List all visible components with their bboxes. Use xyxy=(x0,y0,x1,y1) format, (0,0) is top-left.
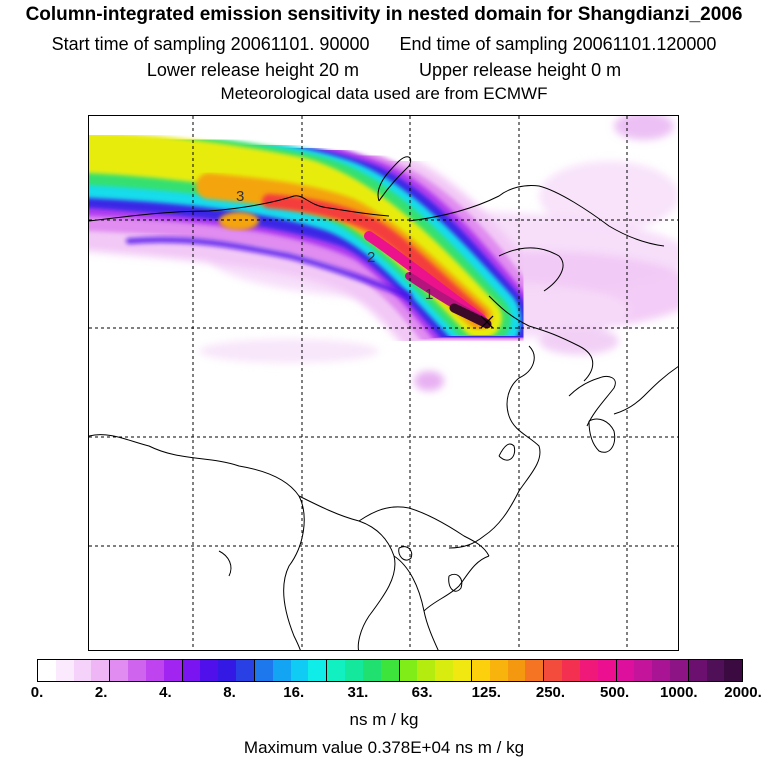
upper-release-label: Upper release height 0 m xyxy=(419,60,622,80)
colorbar-tick-label: 0. xyxy=(30,684,44,701)
max-value-label: Maximum value 0.378E+04 ns m / kg xyxy=(243,738,525,757)
colorbar-unit: ns m / kg xyxy=(349,710,419,729)
colorbar-swatch xyxy=(380,660,399,681)
colorbar-swatch xyxy=(489,660,508,681)
colorbar-swatch xyxy=(345,660,363,681)
colorbar-swatch xyxy=(724,660,743,681)
colorbar-swatch xyxy=(687,660,707,681)
colorbar-tick-label: 250. xyxy=(535,684,566,701)
colorbar-tick-label: 4. xyxy=(159,684,172,701)
colorbar-swatch xyxy=(470,660,490,681)
map-canvas: 1 2 3 xyxy=(89,116,678,650)
colorbar-tick-label: 16. xyxy=(283,684,305,701)
colorbar-swatch xyxy=(562,660,580,681)
release-height-line: Lower release height 20 m Upper release h… xyxy=(0,60,768,81)
colorbar-swatch xyxy=(669,660,688,681)
colorbar-swatch xyxy=(507,660,526,681)
colorbar-tick-label: 2. xyxy=(94,684,108,701)
colorbar-swatch xyxy=(579,660,598,681)
colorbar-swatch xyxy=(326,660,346,681)
colorbar-swatch xyxy=(55,660,74,681)
colorbar-swatch xyxy=(91,660,110,681)
colorbar-swatch xyxy=(128,660,146,681)
colorbar-swatch xyxy=(543,660,563,681)
colorbar-swatch xyxy=(109,660,129,681)
colorbar-swatch xyxy=(615,660,635,681)
sensitivity-map: 1 2 3 xyxy=(88,115,679,651)
colorbar-swatch xyxy=(145,660,164,681)
colorbar-swatch xyxy=(706,660,725,681)
receptor-marker xyxy=(480,315,494,329)
colorbar-swatch xyxy=(73,660,92,681)
colorbar-swatch xyxy=(253,660,273,681)
contour-label-2: 2 xyxy=(367,249,375,266)
coastlines xyxy=(89,156,678,650)
colorbar-swatch xyxy=(453,660,471,681)
start-time-label: Start time of sampling 20061101. 90000 xyxy=(51,34,370,54)
colorbar-swatch xyxy=(417,660,436,681)
colorbar-tick-label: 63. xyxy=(411,684,433,701)
colorbar-swatch xyxy=(272,660,291,681)
colorbar-swatch xyxy=(435,660,454,681)
contour-label-1: 1 xyxy=(425,286,433,303)
colorbar-swatch xyxy=(398,660,418,681)
colorbar-swatch xyxy=(525,660,544,681)
colorbar-tick-label: 8. xyxy=(223,684,236,701)
met-data-label: Meteorological data used are from ECMWF xyxy=(220,84,548,103)
colorbar-swatch xyxy=(163,660,182,681)
colorbar-tick-label: 2000. xyxy=(724,684,762,701)
contour-label-3: 3 xyxy=(236,188,244,205)
colorbar-tick-label: 500. xyxy=(600,684,630,701)
colorbar-swatch xyxy=(308,660,327,681)
colorbar-swatch xyxy=(200,660,219,681)
colorbar xyxy=(37,659,743,682)
colorbar-swatch xyxy=(218,660,237,681)
figure-title: Column-integrated emission sensitivity i… xyxy=(25,4,743,25)
sampling-times-line: Start time of sampling 20061101. 90000 En… xyxy=(0,34,768,55)
end-time-label: End time of sampling 20061101.120000 xyxy=(399,34,717,54)
colorbar-swatch xyxy=(236,660,254,681)
colorbar-tick-label: 31. xyxy=(347,684,369,701)
colorbar-swatch xyxy=(181,660,201,681)
colorbar-swatch xyxy=(38,660,56,681)
colorbar-swatch xyxy=(362,660,381,681)
lower-release-label: Lower release height 20 m xyxy=(146,60,359,80)
colorbar-swatch xyxy=(597,660,616,681)
grid-lines xyxy=(89,116,678,650)
colorbar-tick-label: 1000. xyxy=(660,684,698,701)
colorbar-swatch xyxy=(290,660,309,681)
contour-labels: 1 2 3 xyxy=(236,188,433,303)
colorbar-swatch xyxy=(652,660,670,681)
colorbar-tick-label: 125. xyxy=(471,684,501,701)
colorbar-swatch xyxy=(634,660,653,681)
